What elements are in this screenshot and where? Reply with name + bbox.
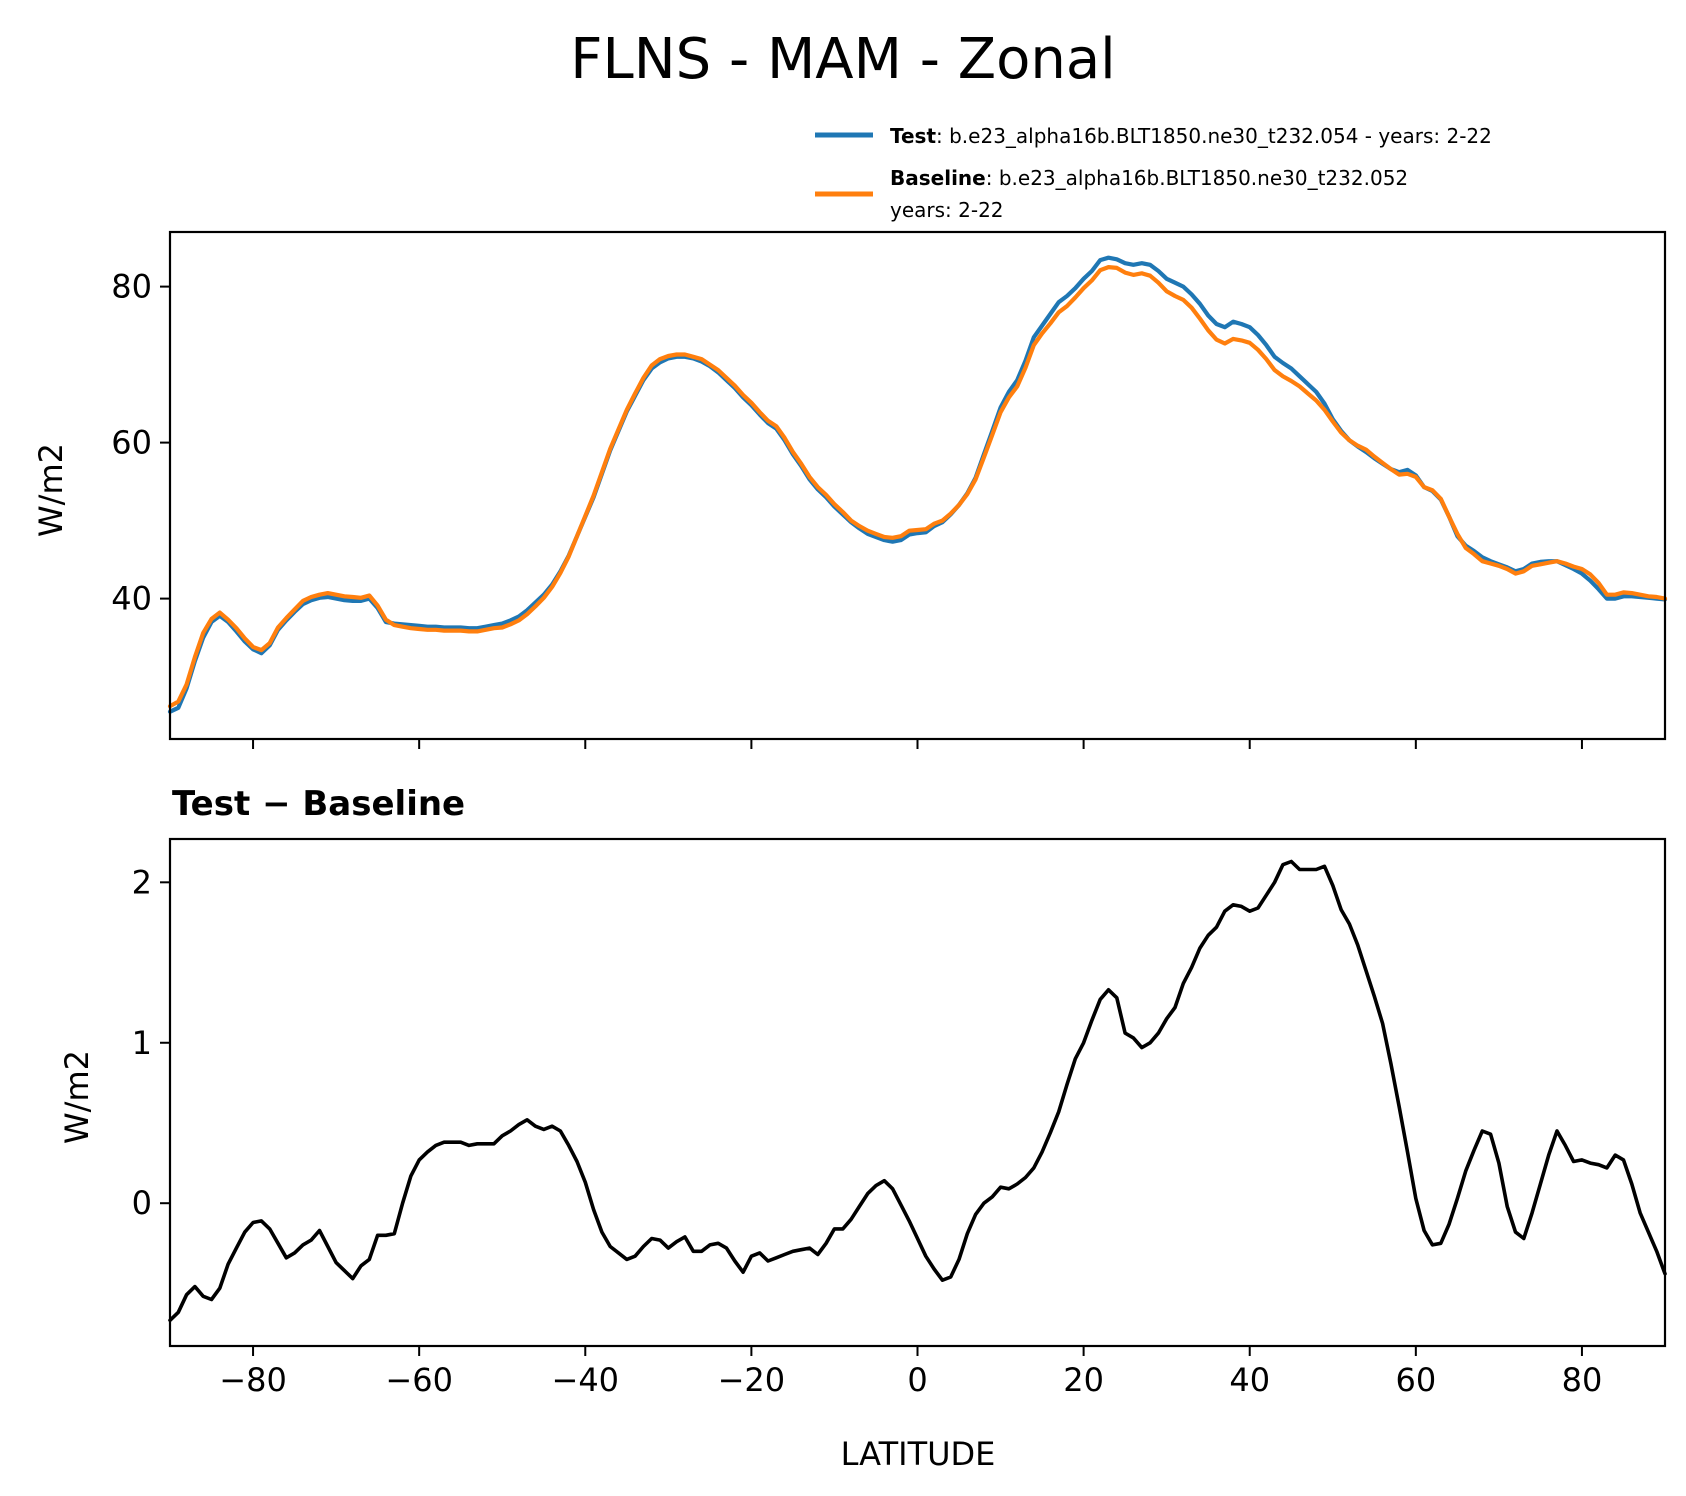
- legend-test-case: : b.e23_alpha16b.BLT1850.ne30_t232.054 -…: [936, 124, 1492, 148]
- x-tick-label: 40: [1229, 1361, 1270, 1399]
- bottom-panel-ylabel: W/m2: [58, 1050, 96, 1144]
- bottom-panel-x-ticks: −80 −60 −40 −20 0 20 40 60 80: [219, 1346, 1602, 1399]
- x-tick-label: 60: [1395, 1361, 1436, 1399]
- x-tick-label: −80: [219, 1361, 287, 1399]
- y-tick-label: 2: [132, 863, 152, 901]
- legend-baseline-years: years: 2-22: [890, 198, 1004, 222]
- x-tick-label: 20: [1063, 1361, 1104, 1399]
- top-panel-lines: [167, 255, 1668, 714]
- y-tick-label: 1: [132, 1024, 152, 1062]
- bottom-panel-y-ticks: 0 1 2: [132, 863, 170, 1222]
- top-panel: 40 60 80 W/m2: [32, 230, 1668, 749]
- y-tick-label: 80: [111, 268, 152, 306]
- bottom-panel-lines: [168, 859, 1667, 1323]
- bottom-panel-xlabel: LATITUDE: [841, 1435, 996, 1473]
- top-panel-ylabel: W/m2: [32, 443, 70, 537]
- top-panel-y-ticks: 40 60 80: [111, 268, 170, 618]
- figure-title: FLNS - MAM - Zonal: [570, 27, 1115, 92]
- legend-test-name: Test: [890, 124, 936, 148]
- y-tick-label: 60: [111, 424, 152, 462]
- baseline-series-line: [167, 265, 1668, 709]
- difference-series-line: [168, 859, 1667, 1323]
- y-tick-label: 0: [132, 1184, 152, 1222]
- x-tick-label: −60: [385, 1361, 453, 1399]
- x-tick-label: 80: [1562, 1361, 1603, 1399]
- legend-baseline-label: Baseline: b.e23_alpha16b.BLT1850.ne30_t2…: [890, 166, 1408, 190]
- legend-baseline-name: Baseline: [890, 166, 986, 190]
- bottom-panel-title: Test − Baseline: [172, 784, 465, 824]
- bottom-panel: Test − Baseline −80 −60 −40 −20 0 20 40 60 80 0 1…: [58, 784, 1667, 1473]
- x-tick-label: −20: [718, 1361, 786, 1399]
- y-tick-label: 40: [111, 580, 152, 618]
- top-panel-x-ticks: [252, 739, 1583, 749]
- x-tick-label: −40: [552, 1361, 620, 1399]
- x-tick-label: 0: [907, 1361, 927, 1399]
- legend: Test: b.e23_alpha16b.BLT1850.ne30_t232.0…: [815, 124, 1492, 222]
- legend-baseline-case: : b.e23_alpha16b.BLT1850.ne30_t232.052: [986, 166, 1408, 190]
- legend-test-label: Test: b.e23_alpha16b.BLT1850.ne30_t232.0…: [890, 124, 1492, 148]
